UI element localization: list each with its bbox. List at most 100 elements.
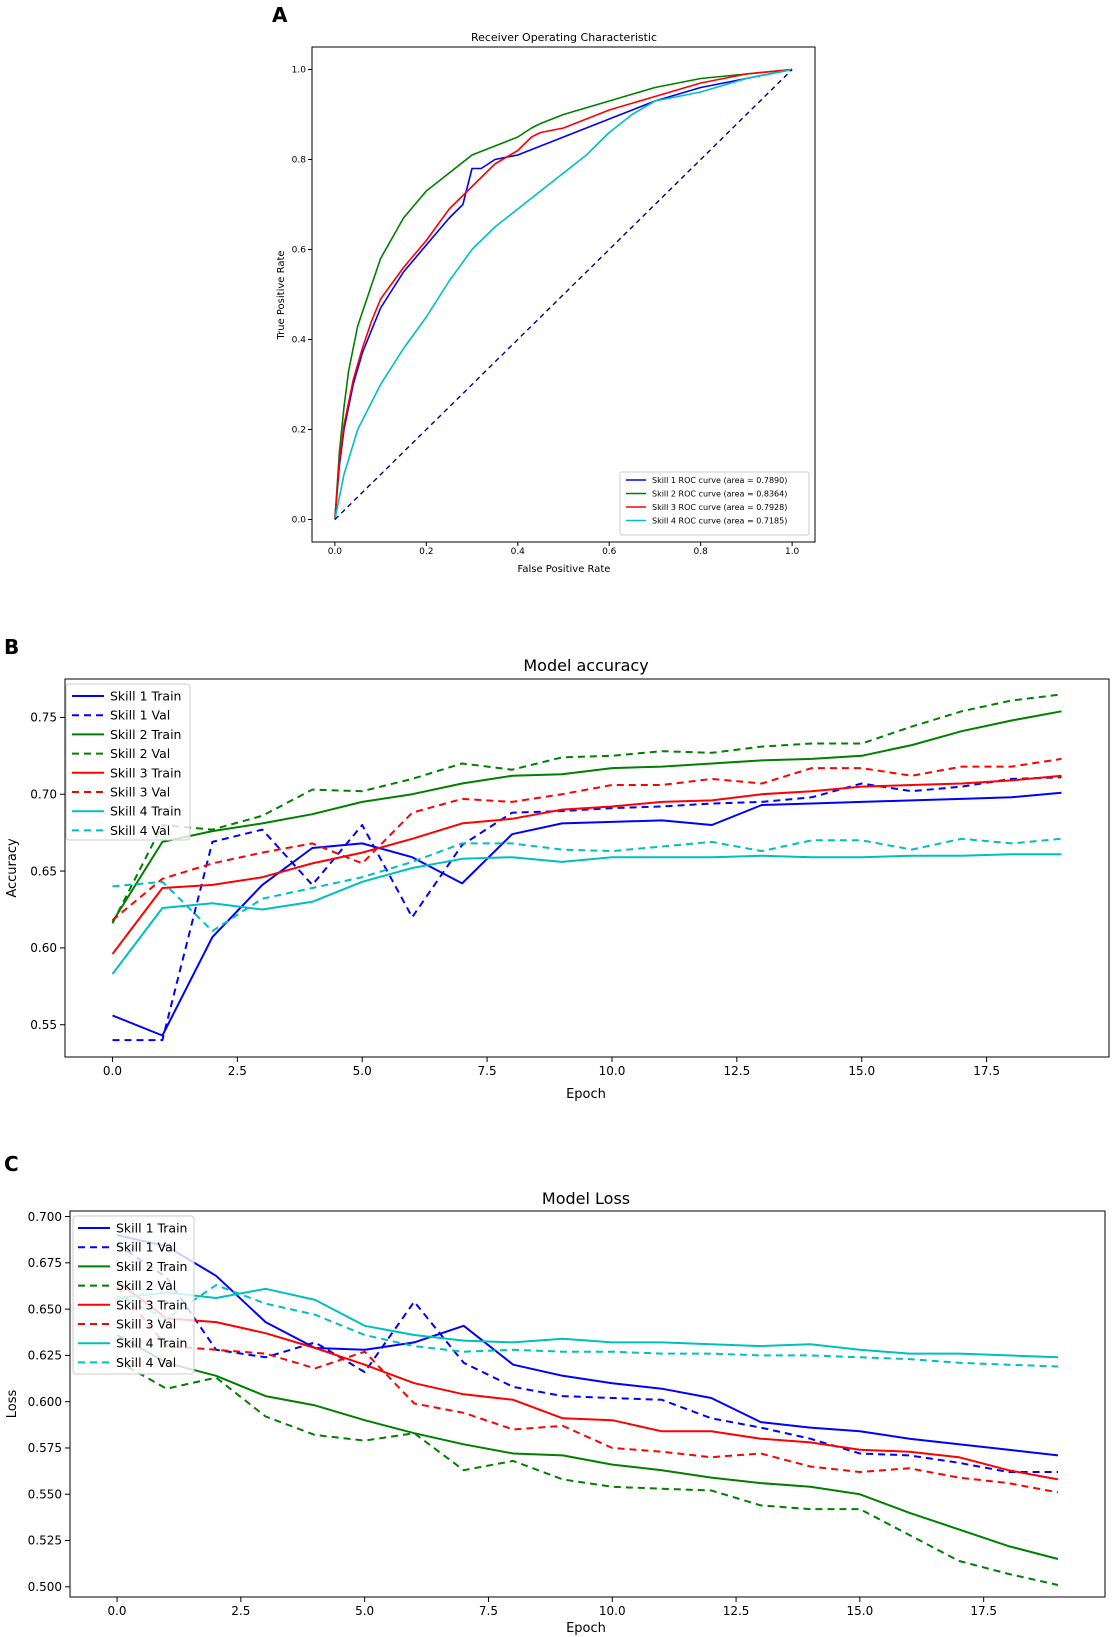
accuracy-y-tick-label: 0.70 — [30, 787, 57, 801]
accuracy-legend-label: Skill 2 Train — [110, 727, 181, 742]
accuracy-legend-label: Skill 3 Train — [110, 765, 181, 780]
accuracy-x-tick-label: 7.5 — [478, 1064, 497, 1078]
loss-x-axis-label: Epoch — [566, 1621, 606, 1636]
roc-y-tick-label: 0.4 — [292, 336, 307, 346]
roc-x-tick-label: 0.0 — [328, 547, 343, 557]
accuracy-plot-frame — [64, 678, 1110, 1058]
roc-x-axis-label: False Positive Rate — [518, 564, 611, 575]
roc-y-tick-label: 0.2 — [292, 426, 306, 436]
accuracy-x-tick-label: 2.5 — [228, 1064, 247, 1078]
accuracy-x-tick-label: 17.5 — [973, 1064, 1000, 1078]
roc-y-tick-label: 0.6 — [292, 246, 307, 256]
accuracy-panel: B Model accuracy 0.0 2.5 5.0 7.5 10.0 12.5 15.… — [4, 635, 1110, 1102]
panel-label-c: C — [4, 1152, 19, 1176]
accuracy-y-axis-label: Accuracy — [5, 838, 20, 898]
loss-y-axis-label: Loss — [5, 1390, 20, 1419]
accuracy-legend-label: Skill 1 Train — [110, 689, 181, 704]
accuracy-legend-label: Skill 4 Val — [110, 823, 170, 838]
loss-y-tick-label: 0.600 — [28, 1395, 62, 1409]
roc-y-tick-label: 0.8 — [292, 156, 307, 166]
accuracy-series-line-5 — [111, 774, 1062, 955]
accuracy-title: Model accuracy — [523, 656, 648, 675]
accuracy-series-line-8 — [112, 837, 1062, 932]
loss-y-tick-label: 0.650 — [28, 1302, 62, 1316]
roc-ticks: 0.0 0.2 0.4 0.6 0.8 1.0 0.0 0.2 0.4 0.6 0.8 1.0 — [292, 66, 800, 557]
accuracy-series-line-1 — [112, 791, 1062, 1037]
loss-x-tick-label: 15.0 — [847, 1604, 874, 1618]
roc-plot-frame — [311, 46, 816, 543]
accuracy-ticks: 0.0 2.5 5.0 7.5 10.0 12.5 15.0 17.5 0.55 0.60 0.65… — [30, 711, 1000, 1078]
loss-series — [116, 1234, 1059, 1586]
accuracy-series-line-2 — [112, 776, 1062, 1042]
panel-label-a: A — [272, 3, 288, 27]
accuracy-legend-label: Skill 2 Val — [110, 746, 170, 761]
loss-series-line-3 — [116, 1334, 1059, 1560]
loss-legend-label: Skill 2 Train — [116, 1259, 187, 1274]
roc-y-tick-label: 0.0 — [292, 516, 307, 526]
loss-x-tick-label: 12.5 — [723, 1604, 750, 1618]
loss-x-tick-label: 17.5 — [970, 1604, 997, 1618]
accuracy-x-tick-label: 15.0 — [848, 1064, 875, 1078]
roc-legend-label: Skill 3 ROC curve (area = 0.7928) — [652, 503, 787, 512]
roc-x-tick-label: 0.6 — [602, 547, 617, 557]
accuracy-x-tick-label: 0.0 — [103, 1064, 122, 1078]
accuracy-y-tick-label: 0.60 — [30, 941, 57, 955]
roc-title: Receiver Operating Characteristic — [471, 31, 657, 44]
roc-legend-box — [619, 471, 810, 536]
roc-legend-label: Skill 4 ROC curve (area = 0.7185) — [652, 516, 787, 525]
accuracy-legend-box — [65, 683, 191, 841]
roc-legend-label: Skill 1 ROC curve (area = 0.7890) — [652, 476, 787, 485]
roc-x-tick-label: 0.4 — [511, 547, 526, 557]
panel-label-b: B — [4, 635, 19, 659]
loss-ticks: 0.0 2.5 5.0 7.5 10.0 12.5 15.0 17.5 0.500 0.525 0.… — [28, 1210, 997, 1618]
accuracy-y-tick-label: 0.65 — [30, 864, 57, 878]
loss-legend: Skill 1 Train Skill 1 Val Skill 2 Train Ski… — [72, 1215, 195, 1375]
roc-y-tick-label: 1.0 — [292, 66, 307, 76]
roc-legend-label: Skill 2 ROC curve (area = 0.8364) — [652, 489, 787, 498]
roc-series — [334, 68, 793, 520]
roc-y-axis-label: True Positive Rate — [276, 250, 287, 340]
roc-series-line-5 — [334, 69, 793, 520]
loss-series-line-7 — [116, 1287, 1059, 1359]
accuracy-legend: Skill 1 Train Skill 1 Val Skill 2 Train Ski… — [65, 683, 191, 841]
accuracy-series — [111, 693, 1062, 1042]
roc-series-line-4 — [334, 68, 793, 520]
roc-x-tick-label: 0.8 — [694, 547, 709, 557]
loss-x-tick-label: 7.5 — [479, 1604, 498, 1618]
accuracy-series-line-4 — [111, 693, 1062, 924]
roc-panel: A Receiver Operating Characteristic 0.0 0… — [272, 3, 816, 575]
roc-series-line-3 — [334, 68, 793, 520]
loss-series-line-1 — [116, 1234, 1059, 1457]
loss-y-tick-label: 0.500 — [28, 1580, 62, 1594]
accuracy-x-tick-label: 12.5 — [723, 1064, 750, 1078]
accuracy-y-tick-label: 0.55 — [30, 1018, 57, 1032]
accuracy-series-line-6 — [111, 757, 1062, 921]
loss-legend-label: Skill 1 Val — [116, 1240, 176, 1255]
accuracy-x-axis-label: Epoch — [566, 1087, 606, 1102]
loss-legend-label: Skill 3 Train — [116, 1297, 187, 1312]
loss-x-tick-label: 10.0 — [599, 1604, 626, 1618]
roc-legend: Skill 1 ROC curve (area = 0.7890) Skill 2… — [619, 471, 810, 536]
loss-legend-label: Skill 4 Val — [116, 1355, 176, 1370]
loss-x-tick-label: 5.0 — [355, 1604, 374, 1618]
accuracy-series-line-7 — [111, 853, 1062, 975]
loss-legend-label: Skill 4 Train — [116, 1336, 187, 1351]
accuracy-series-line-3 — [111, 710, 1062, 923]
loss-legend-label: Skill 2 Val — [116, 1278, 176, 1293]
accuracy-x-tick-label: 10.0 — [599, 1064, 626, 1078]
loss-legend-label: Skill 1 Train — [116, 1221, 187, 1236]
roc-x-tick-label: 1.0 — [785, 547, 800, 557]
roc-series-line-2 — [334, 68, 793, 520]
loss-x-tick-label: 2.5 — [231, 1604, 250, 1618]
loss-title: Model Loss — [542, 1189, 630, 1208]
loss-panel: C Model Loss 0.0 2.5 5.0 7.5 10.0 12.5 15.0 17.… — [4, 1152, 1106, 1636]
accuracy-legend-label: Skill 3 Val — [110, 785, 170, 800]
roc-series-line-1 — [334, 68, 793, 520]
loss-x-tick-label: 0.0 — [107, 1604, 126, 1618]
loss-plot-frame — [69, 1210, 1106, 1598]
accuracy-legend-label: Skill 1 Val — [110, 708, 170, 723]
loss-y-tick-label: 0.700 — [28, 1210, 62, 1224]
loss-y-tick-label: 0.525 — [28, 1534, 62, 1548]
loss-series-line-5 — [116, 1280, 1059, 1481]
